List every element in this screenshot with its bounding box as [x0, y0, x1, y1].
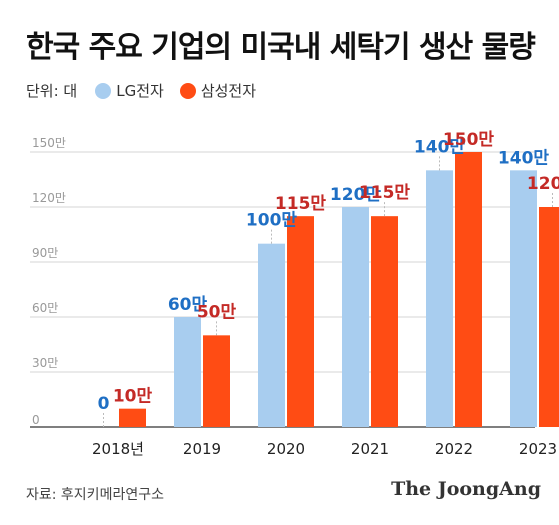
data-label-lg: 140만	[414, 137, 465, 157]
data-label-lg: 60만	[168, 295, 208, 315]
unit-label: 단위: 대	[26, 82, 78, 100]
data-label-samsung: 50만	[197, 302, 237, 322]
y-tick-label: 30만	[32, 356, 58, 370]
y-tick-label: 60만	[32, 301, 58, 315]
data-label-samsung: 115만	[359, 183, 410, 203]
bar-lg	[510, 170, 537, 428]
x-tick-label: 2019	[183, 440, 221, 458]
bar-lg	[174, 317, 201, 427]
bar-lg	[258, 243, 285, 427]
data-label-samsung: 10만	[113, 387, 153, 407]
legend-item-lg: LG전자	[95, 80, 164, 101]
y-tick-label: 90만	[32, 246, 58, 260]
y-tick-label: 150만	[32, 136, 66, 150]
chart-title: 한국 주요 기업의 미국내 세탁기 생산 물량	[26, 30, 536, 65]
bar-samsung	[455, 152, 482, 427]
y-tick-label: 120만	[32, 191, 66, 205]
data-label-lg: 100만	[246, 211, 297, 231]
legend-label-lg: LG전자	[116, 82, 164, 100]
bar-samsung	[539, 207, 559, 427]
legend-swatch-samsung	[179, 82, 196, 99]
x-tick-label: 2020	[267, 440, 305, 458]
data-label-lg: 140만	[498, 148, 549, 168]
data-label-lg: 0	[98, 394, 110, 414]
legend-swatch-lg	[95, 82, 112, 99]
data-label-lg: 120만	[330, 185, 381, 205]
bar-lg	[342, 207, 369, 427]
bar-samsung	[371, 216, 398, 427]
x-tick-label: 2022	[435, 440, 473, 458]
y-tick-label: 0	[32, 413, 40, 427]
data-label-samsung: 120만	[527, 174, 559, 194]
bar-samsung	[203, 335, 230, 427]
bar-samsung	[119, 408, 146, 427]
bar-lg	[426, 170, 453, 428]
x-tick-label: 2018년	[92, 440, 144, 458]
bar-samsung	[287, 216, 314, 427]
data-label-samsung: 150만	[443, 130, 494, 150]
legend-label-samsung: 삼성전자	[200, 82, 257, 100]
x-tick-label: 2023	[519, 440, 557, 458]
brand-logo: The JoongAng	[391, 478, 541, 500]
x-tick-label: 2021	[351, 440, 389, 458]
legend: 단위: 대 LG전자 삼성전자	[26, 80, 272, 101]
source-note: 자료: 후지키메라연구소	[26, 487, 164, 503]
legend-item-samsung: 삼성전자	[179, 80, 257, 101]
data-label-samsung: 115만	[275, 194, 326, 214]
